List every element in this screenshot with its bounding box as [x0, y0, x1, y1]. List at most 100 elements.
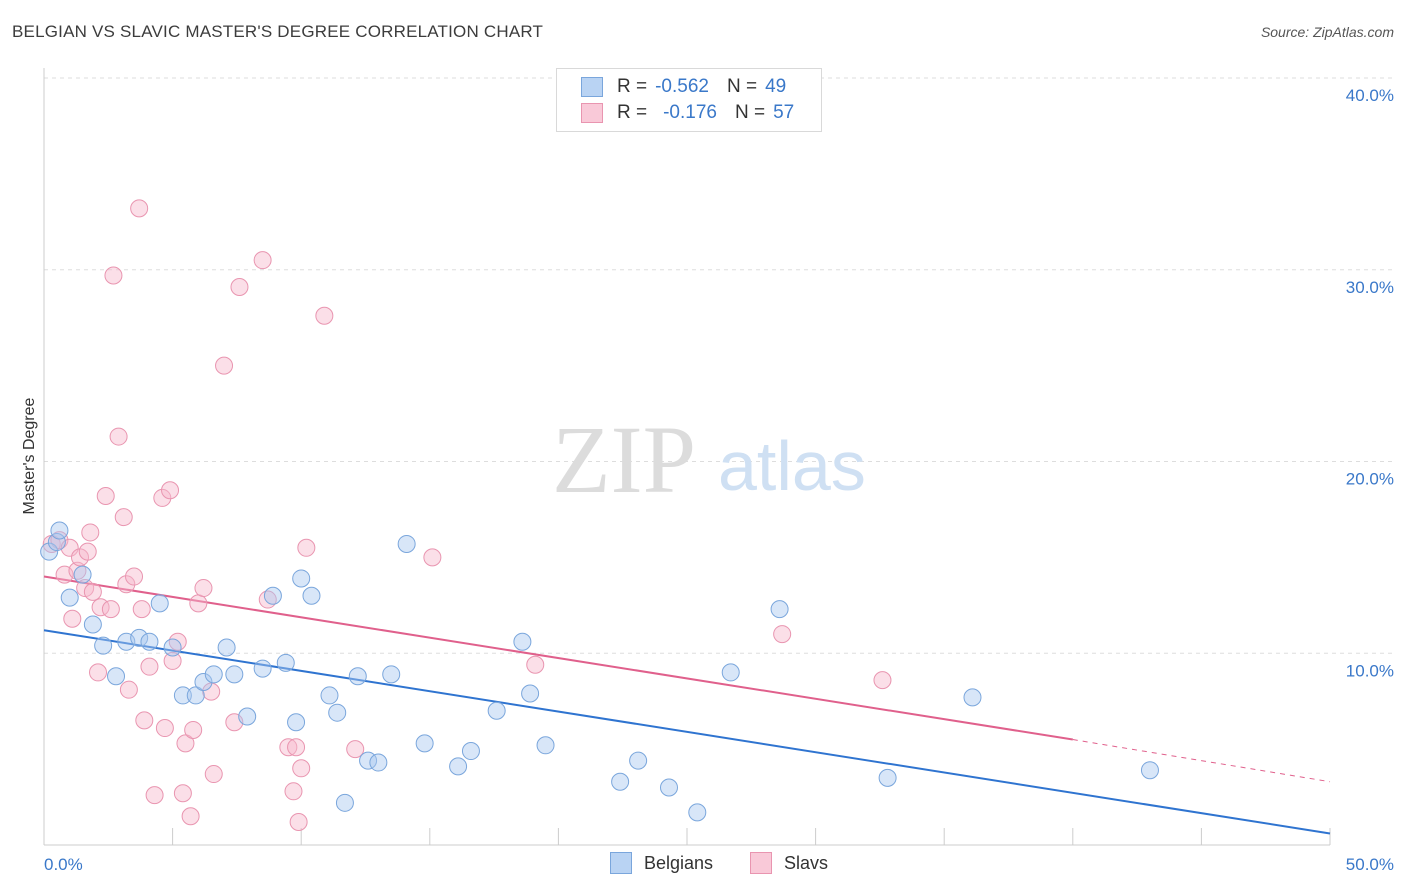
slavs-point[interactable]	[287, 738, 306, 757]
belgians-point[interactable]	[204, 665, 223, 684]
belgians-point[interactable]	[721, 663, 740, 682]
belgians-swatch	[610, 852, 632, 874]
belgians-point[interactable]	[397, 534, 416, 553]
slavs-point[interactable]	[202, 682, 221, 701]
legend-item-slavs[interactable]: Slavs	[750, 852, 828, 874]
slavs-point[interactable]	[101, 600, 120, 619]
belgians-point[interactable]	[40, 542, 59, 561]
slavs-point[interactable]	[119, 680, 138, 699]
belgians-point[interactable]	[140, 632, 159, 651]
belgians-point[interactable]	[150, 594, 169, 613]
belgians-point[interactable]	[263, 586, 282, 605]
belgians-point[interactable]	[348, 667, 367, 686]
belgians-point[interactable]	[287, 713, 306, 732]
belgians-point[interactable]	[382, 665, 401, 684]
belgians-point[interactable]	[276, 653, 295, 672]
slavs-point[interactable]	[181, 807, 200, 826]
slavs-point[interactable]	[83, 582, 102, 601]
belgians-point[interactable]	[659, 778, 678, 797]
slavs-point[interactable]	[168, 632, 187, 651]
slavs-point[interactable]	[153, 488, 172, 507]
belgians-point[interactable]	[878, 768, 897, 787]
belgians-point[interactable]	[194, 673, 213, 692]
slavs-point[interactable]	[135, 711, 154, 730]
slavs-point[interactable]	[346, 740, 365, 759]
slavs-point[interactable]	[173, 784, 192, 803]
belgians-point[interactable]	[238, 707, 257, 726]
belgians-point[interactable]	[130, 628, 149, 647]
belgians-point[interactable]	[328, 703, 347, 722]
slavs-point[interactable]	[78, 542, 97, 561]
belgians-point[interactable]	[83, 615, 102, 634]
slavs-point[interactable]	[63, 609, 82, 628]
slavs-point[interactable]	[284, 782, 303, 801]
belgians-point[interactable]	[611, 772, 630, 791]
slavs-point[interactable]	[89, 663, 108, 682]
belgians-point[interactable]	[461, 742, 480, 761]
slavs-point[interactable]	[114, 508, 133, 527]
belgians-point[interactable]	[225, 665, 244, 684]
slavs-point[interactable]	[145, 786, 164, 805]
belgians-point[interactable]	[415, 734, 434, 753]
belgians-point[interactable]	[1140, 761, 1159, 780]
belgians-point[interactable]	[688, 803, 707, 822]
belgians-point[interactable]	[94, 636, 113, 655]
slavs-point[interactable]	[194, 579, 213, 598]
slavs-point[interactable]	[132, 600, 151, 619]
belgians-point[interactable]	[536, 736, 555, 755]
belgians-point[interactable]	[513, 632, 532, 651]
belgians-point[interactable]	[770, 600, 789, 619]
belgians-point[interactable]	[50, 521, 69, 540]
slavs-point[interactable]	[50, 531, 69, 550]
belgians-point[interactable]	[60, 588, 79, 607]
belgians-swatch	[581, 77, 603, 97]
belgians-point[interactable]	[487, 701, 506, 720]
slavs-point[interactable]	[176, 734, 195, 753]
slavs-point[interactable]	[873, 671, 892, 690]
slavs-point[interactable]	[315, 306, 334, 325]
belgians-point[interactable]	[47, 533, 66, 552]
slavs-point[interactable]	[184, 720, 203, 739]
belgians-point[interactable]	[163, 638, 182, 657]
slavs-point[interactable]	[96, 487, 115, 506]
slavs-point[interactable]	[125, 567, 144, 586]
slavs-point[interactable]	[155, 719, 174, 738]
slavs-point[interactable]	[130, 199, 149, 218]
belgians-point[interactable]	[521, 684, 540, 703]
slavs-point[interactable]	[163, 651, 182, 670]
belgians-point[interactable]	[629, 751, 648, 770]
slavs-point[interactable]	[292, 759, 311, 778]
belgians-point[interactable]	[292, 569, 311, 588]
slavs-point[interactable]	[104, 266, 123, 285]
slavs-point[interactable]	[117, 575, 136, 594]
slavs-point[interactable]	[279, 738, 298, 757]
slavs-point[interactable]	[230, 278, 249, 297]
belgians-point[interactable]	[963, 688, 982, 707]
slavs-point[interactable]	[773, 625, 792, 644]
belgians-point[interactable]	[369, 753, 388, 772]
belgians-point[interactable]	[253, 659, 272, 678]
slavs-point[interactable]	[297, 538, 316, 557]
slavs-point[interactable]	[253, 251, 272, 270]
slavs-point[interactable]	[423, 548, 442, 567]
belgians-point[interactable]	[107, 667, 126, 686]
belgians-point[interactable]	[217, 638, 236, 657]
belgians-point[interactable]	[73, 565, 92, 584]
belgians-point[interactable]	[320, 686, 339, 705]
slavs-point[interactable]	[204, 765, 223, 784]
belgians-point[interactable]	[449, 757, 468, 776]
belgians-point[interactable]	[302, 586, 321, 605]
slavs-point[interactable]	[189, 594, 208, 613]
slavs-point[interactable]	[526, 655, 545, 674]
belgians-point[interactable]	[173, 686, 192, 705]
slavs-point[interactable]	[81, 523, 100, 542]
slavs-point[interactable]	[215, 356, 234, 375]
slavs-point[interactable]	[161, 481, 180, 500]
legend-item-belgians[interactable]: Belgians	[610, 852, 713, 874]
belgians-point[interactable]	[186, 686, 205, 705]
slavs-point[interactable]	[140, 657, 159, 676]
slavs-point[interactable]	[289, 812, 308, 831]
slavs-point[interactable]	[109, 427, 128, 446]
belgians-point[interactable]	[335, 793, 354, 812]
